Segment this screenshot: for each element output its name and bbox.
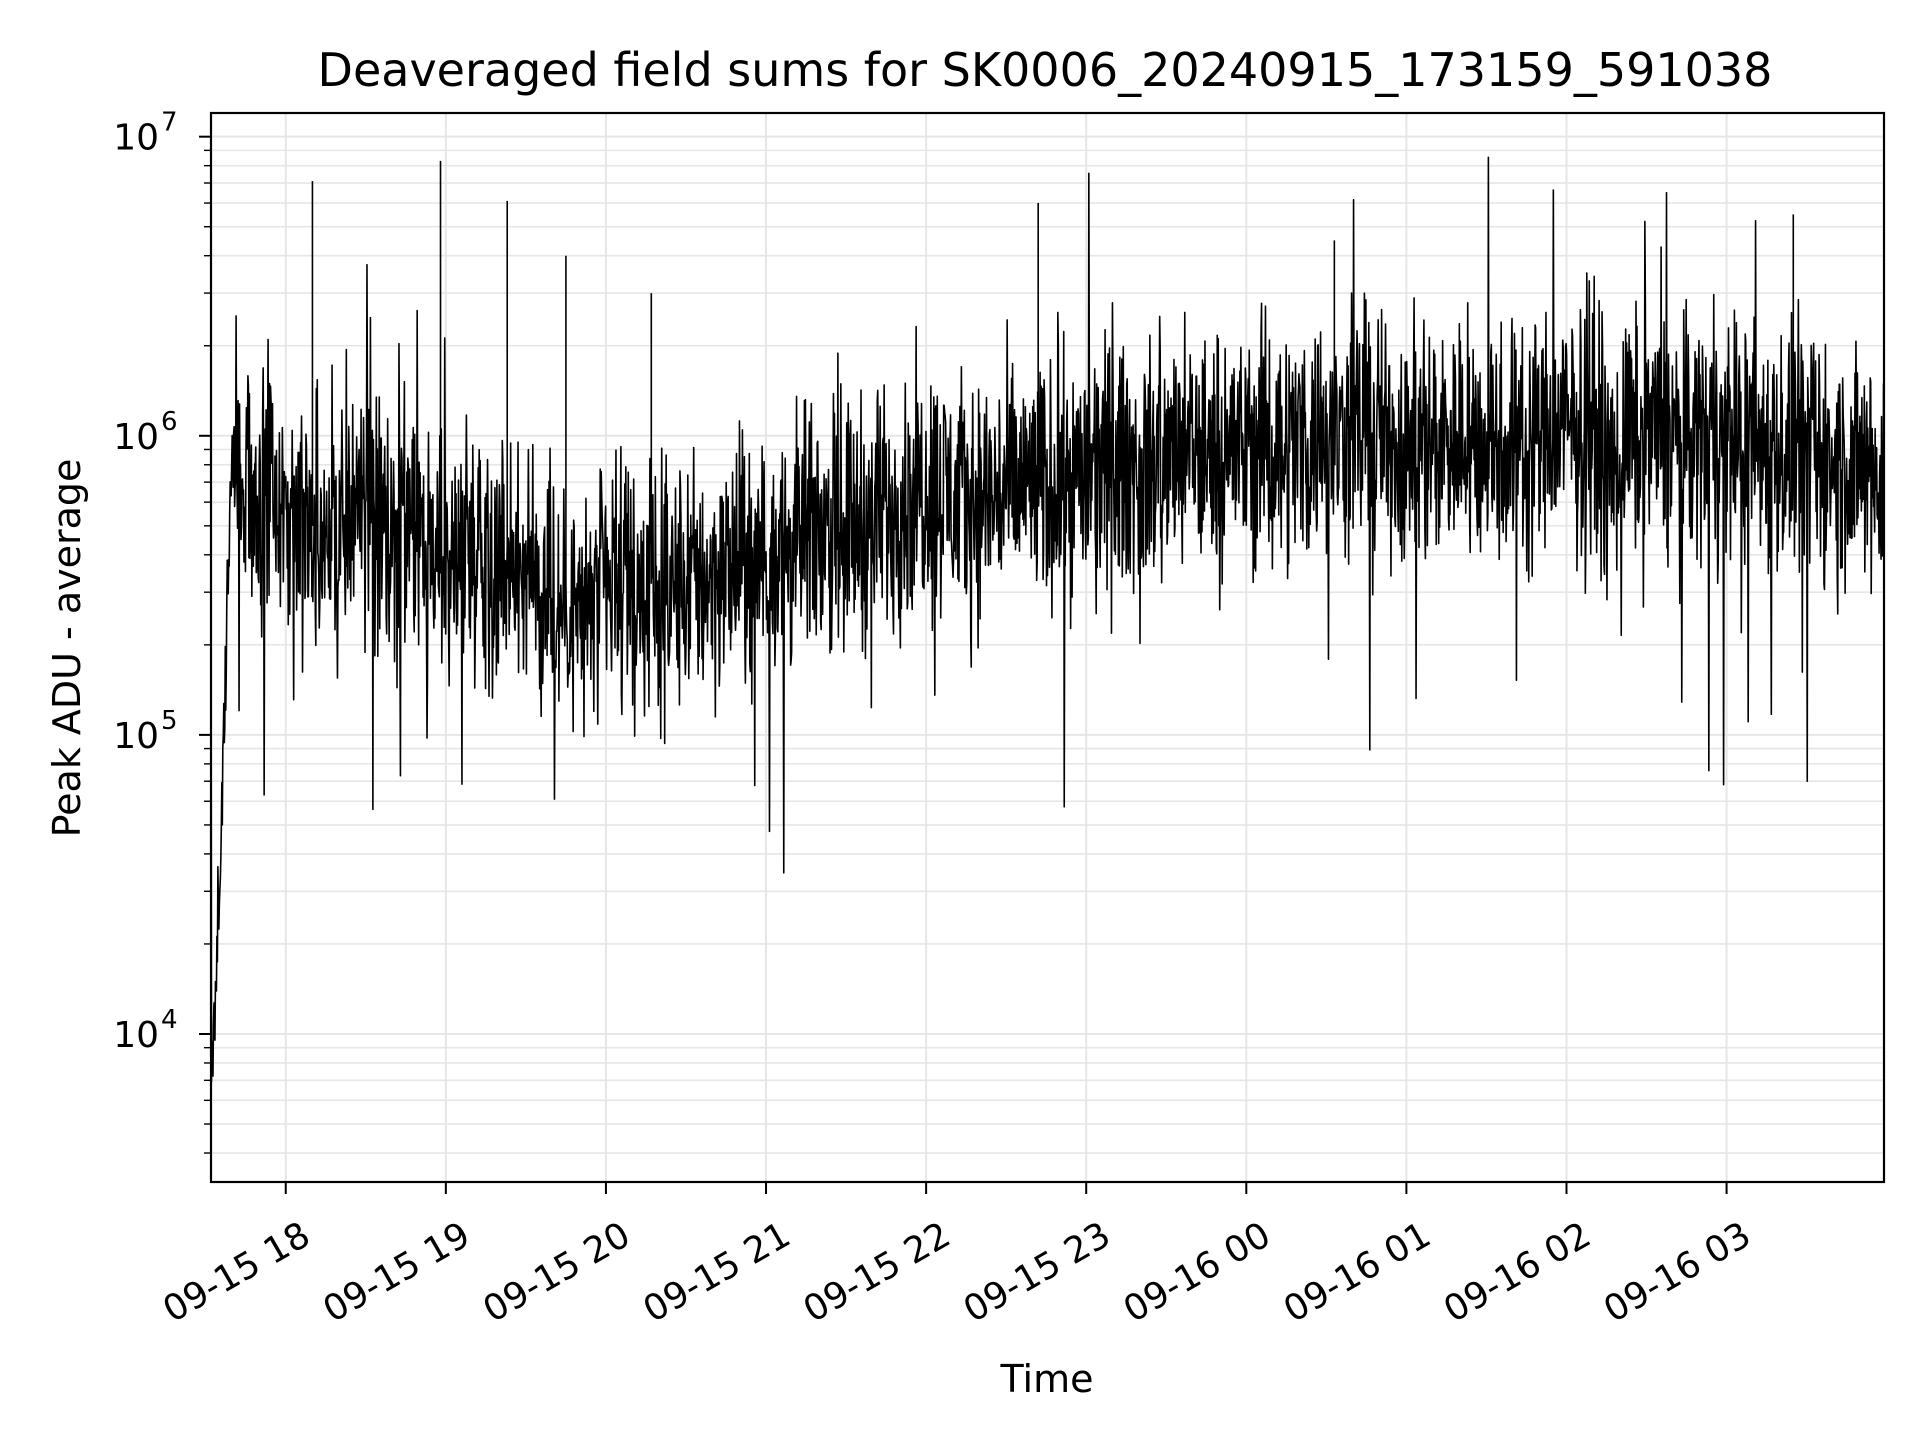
series-line: [210, 156, 1885, 1083]
y-axis-label: Peak ADU - average: [45, 459, 89, 838]
y-tick-exponent: 7: [161, 108, 178, 138]
plot-area: [210, 156, 1885, 1083]
y-tick-exponent: 5: [161, 706, 178, 736]
y-tick-label: 10: [113, 1015, 159, 1056]
y-tick-label: 10: [113, 417, 159, 458]
y-tick-exponent: 4: [161, 1005, 178, 1035]
y-tick-label: 10: [113, 118, 159, 159]
y-tick-exponent: 6: [161, 407, 178, 437]
x-axis-label: Time: [1000, 1357, 1094, 1401]
plot-frame: [209, 111, 1886, 1184]
y-tick-label: 10: [113, 716, 159, 757]
chart-title: Deaveraged field sums for SK0006_2024091…: [318, 43, 1773, 97]
